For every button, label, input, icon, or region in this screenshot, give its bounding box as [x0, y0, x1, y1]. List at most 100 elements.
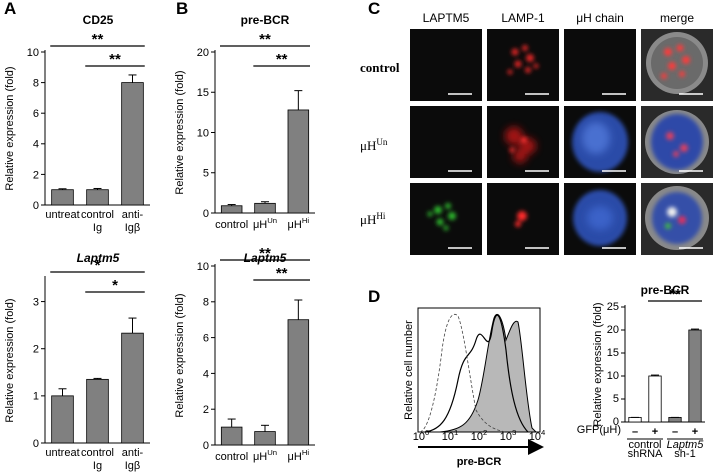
significance-label: * [95, 257, 101, 274]
x-tick-label-sup: Hi [302, 216, 310, 225]
x-tick-label-base: 10 [529, 431, 541, 443]
x-tick-label-base: 10 [500, 431, 512, 443]
column-header: LAMP-1 [501, 11, 545, 25]
x-tick-label: Ig [93, 460, 102, 472]
x-tick-label-base: μH [288, 219, 302, 231]
x-tick-label: untreat [45, 209, 79, 221]
y-tick-label: 10 [197, 261, 209, 273]
y-tick-label: 2 [33, 344, 39, 356]
significance-label: ** [109, 51, 121, 68]
x-tick-label-sup: Un [267, 448, 277, 457]
x-tick-label-sup: Un [267, 216, 277, 225]
x-tick-label: + [652, 426, 658, 438]
y-axis-label: Relative expression (fold) [174, 70, 186, 194]
bar [688, 329, 702, 423]
y-tick-label: 20 [607, 324, 619, 336]
y-tick-label: 6 [33, 108, 39, 120]
x-tick-label: μHUn [253, 448, 277, 463]
x-tick-label: 102 [471, 428, 488, 443]
y-tick-label: 5 [203, 168, 209, 180]
bar [86, 189, 109, 206]
significance-label: ** [276, 51, 288, 68]
y-tick-label: 10 [197, 127, 209, 139]
column-header: LAPTM5 [423, 11, 470, 25]
bar [121, 332, 144, 444]
row-label-base: μH [360, 138, 376, 153]
column-header: μH chain [576, 11, 624, 25]
x-axis-label: pre-BCR [457, 456, 502, 468]
flow-histogram [417, 307, 544, 455]
x-tick-label: μHUn [253, 216, 277, 231]
y-axis-label: Relative cell number [403, 320, 415, 420]
y-tick-label: 0 [203, 440, 209, 452]
y-tick-label: 0 [203, 208, 209, 220]
x-tick-label-base: 10 [442, 431, 454, 443]
row-label: control [360, 60, 400, 75]
x-tick-label-sup: 1 [454, 428, 458, 437]
chart-title: Laptm5 [77, 251, 120, 265]
y-tick-label: 4 [33, 139, 39, 151]
x-tick-label: – [672, 426, 678, 438]
chart-title: pre-BCR [241, 13, 290, 27]
y-tick-label: 0 [613, 416, 619, 428]
bar [121, 82, 144, 206]
y-tick-label: 1 [33, 391, 39, 403]
x-tick-label: + [692, 426, 698, 438]
y-tick-label: 6 [203, 332, 209, 344]
bar [254, 431, 276, 446]
micrographs [410, 29, 713, 255]
bar [648, 375, 662, 423]
significance-label: ** [276, 265, 288, 282]
y-tick-label: 8 [33, 77, 39, 89]
x-tick-label-base: μH [253, 219, 267, 231]
chart-title: Laptm5 [244, 251, 287, 265]
x-tick-label-base: 10 [413, 431, 425, 443]
bar [220, 205, 243, 214]
panel-label: A [4, 0, 16, 18]
x-tick-label-sup: Hi [302, 448, 310, 457]
x-tick-label: anti- [122, 209, 144, 221]
x-tick-label-base: 10 [471, 431, 483, 443]
bar [220, 426, 243, 446]
bar [51, 189, 74, 206]
y-tick-label: 10 [27, 47, 39, 59]
x-tick-label: control [81, 209, 114, 221]
row-label-sup: Un [376, 137, 388, 147]
bar [86, 378, 109, 444]
y-tick-label: 2 [203, 404, 209, 416]
x-tick-label-sup: 4 [541, 428, 546, 437]
y-tick-label: 0 [33, 438, 39, 450]
x-tick-label-sup: 0 [425, 428, 429, 437]
y-axis-label: Relative expression (fold) [4, 298, 16, 422]
panel-label: C [368, 0, 380, 18]
x-tick-label: control [81, 447, 114, 459]
y-tick-label: 15 [607, 347, 619, 359]
column-header: merge [660, 11, 694, 25]
x-tick-label: Igβ [125, 222, 141, 234]
group-label: control [628, 439, 661, 451]
y-axis-label: Relative expression (fold) [174, 293, 186, 417]
y-tick-label: 3 [33, 296, 39, 308]
y-tick-label: 5 [613, 393, 619, 405]
x-tick-label: μHHi [288, 216, 310, 231]
x-tick-label: control [215, 219, 248, 231]
x-tick-label: 101 [442, 428, 459, 443]
significance-label: * [112, 277, 118, 294]
panel-label: B [176, 0, 188, 18]
x-tick-label: Igβ [125, 460, 141, 472]
x-tick-label: untreat [45, 447, 79, 459]
bar [668, 416, 682, 423]
significance-label: ** [669, 286, 681, 303]
y-tick-label: 4 [203, 368, 209, 380]
y-tick-label: 0 [33, 200, 39, 212]
y-tick-label: 2 [33, 169, 39, 181]
row-label-sup: Hi [376, 211, 386, 221]
y-tick-label: 25 [607, 301, 619, 313]
x-tick-label: 103 [500, 428, 517, 443]
row-label-base: μH [360, 212, 376, 227]
panel-label: D [368, 287, 380, 306]
bar [287, 319, 310, 446]
x-tick-label: – [632, 426, 638, 438]
x-tick-label: 100 [413, 428, 430, 443]
